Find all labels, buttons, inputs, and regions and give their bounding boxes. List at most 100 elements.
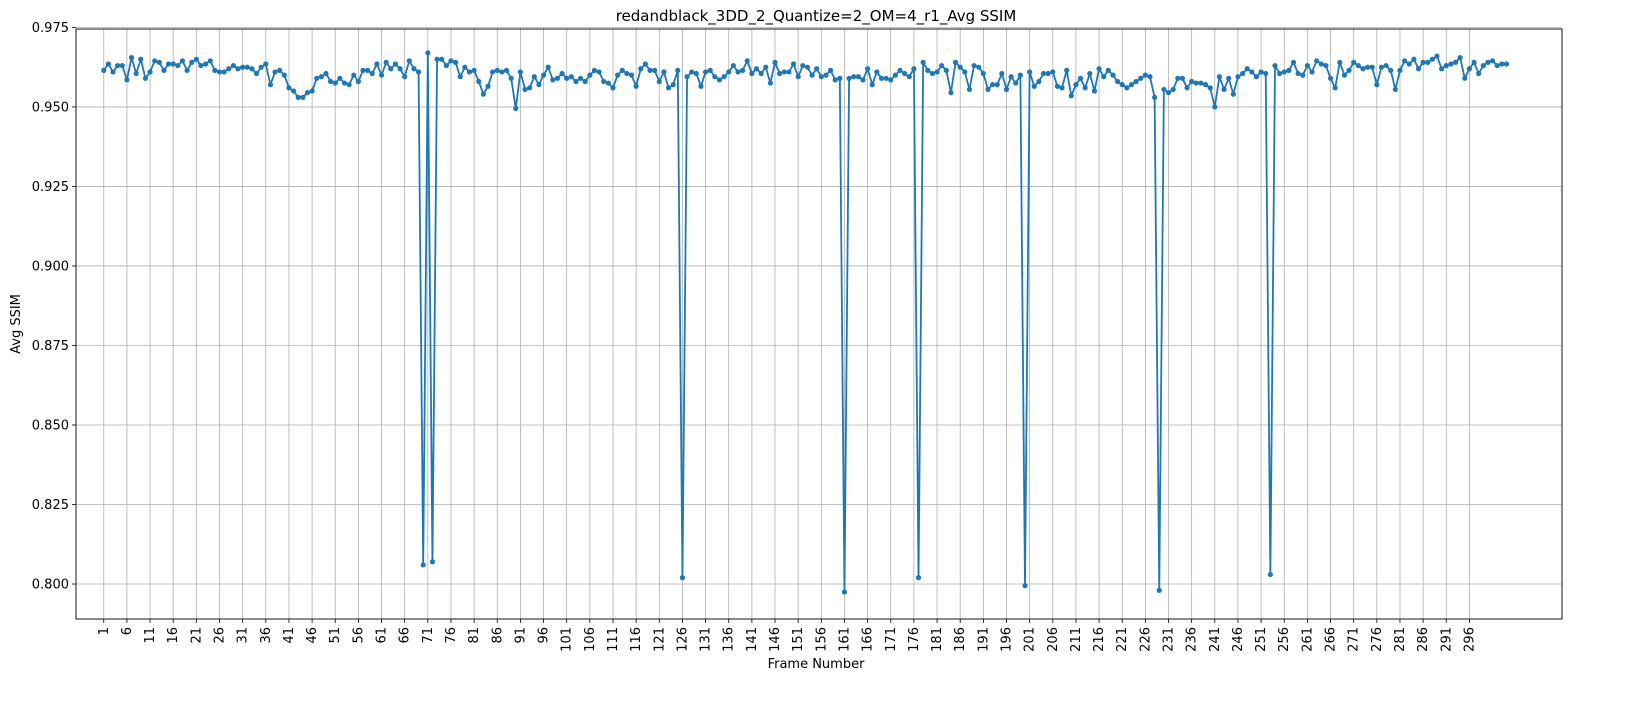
data-point: [351, 72, 357, 78]
data-point: [476, 78, 482, 85]
x-tick-label: 121: [652, 627, 667, 652]
data-point: [309, 88, 315, 94]
chart-title: redandblack_3DD_2_Quantize=2_OM=4_r1_Avg…: [616, 7, 1017, 26]
data-point: [1272, 62, 1278, 69]
data-point: [1119, 82, 1125, 88]
data-point: [258, 64, 264, 70]
data-point: [281, 72, 287, 78]
data-point: [1439, 66, 1445, 72]
data-point: [892, 72, 898, 78]
data-point: [1290, 59, 1297, 65]
data-point: [689, 69, 695, 75]
data-point: [161, 67, 167, 73]
data-point: [1110, 72, 1116, 78]
data-point: [1124, 85, 1130, 91]
data-point: [587, 72, 593, 78]
data-point: [730, 62, 736, 69]
data-point: [1309, 69, 1315, 75]
data-point: [508, 75, 514, 81]
x-tick-label: 146: [768, 627, 783, 652]
data-point: [420, 562, 426, 568]
data-point: [1332, 85, 1338, 91]
data-point: [615, 72, 621, 78]
data-point: [832, 77, 838, 83]
data-point: [1318, 61, 1324, 67]
data-point: [1073, 82, 1079, 88]
data-point: [406, 58, 412, 64]
data-point: [1360, 66, 1366, 72]
data-point: [1253, 74, 1260, 80]
data-point: [115, 62, 121, 69]
data-point: [1077, 75, 1084, 81]
data-point: [1425, 59, 1431, 65]
data-point: [777, 70, 783, 77]
data-point: [550, 77, 556, 83]
data-point: [212, 67, 218, 73]
data-point: [138, 56, 144, 62]
data-point: [540, 72, 547, 78]
data-point: [323, 70, 329, 77]
data-point: [383, 59, 389, 65]
data-point: [1239, 70, 1246, 77]
data-point: [328, 78, 334, 85]
data-point: [994, 82, 1000, 88]
data-point: [337, 75, 343, 81]
data-point: [1050, 69, 1056, 75]
data-point: [1036, 78, 1042, 85]
x-tick-label: 116: [629, 627, 644, 652]
data-point: [999, 70, 1005, 77]
data-point: [203, 61, 209, 67]
data-point: [1087, 70, 1093, 77]
y-axis: 0.800 0.825 0.850 0.875 0.900 0.925 0.950 0.975: [32, 21, 76, 593]
data-point: [702, 69, 709, 75]
data-point: [184, 67, 190, 73]
y-tick-label: 0.900: [32, 259, 69, 274]
data-point: [290, 88, 297, 94]
data-point: [300, 94, 306, 100]
grid-lines: [76, 27, 1562, 619]
data-point: [124, 77, 130, 83]
y-tick-label: 0.950: [32, 100, 69, 115]
data-point: [490, 69, 496, 75]
data-point: [1388, 67, 1394, 73]
data-point: [698, 83, 704, 89]
data-point: [110, 69, 116, 75]
data-point: [1226, 75, 1232, 81]
data-point: [827, 67, 834, 73]
data-point: [795, 74, 801, 80]
data-point: [1249, 69, 1255, 75]
data-point: [800, 62, 806, 69]
data-point: [1452, 59, 1459, 65]
data-point: [170, 61, 176, 67]
x-tick-label: 1: [97, 627, 112, 635]
x-tick-label: 156: [814, 627, 829, 652]
x-tick-label: 56: [351, 627, 366, 644]
data-point: [1101, 74, 1107, 80]
data-point: [1189, 78, 1195, 85]
data-point: [1346, 67, 1352, 73]
data-point: [1059, 85, 1065, 91]
data-point: [1383, 62, 1389, 69]
data-point: [402, 74, 408, 80]
data-point: [1198, 80, 1204, 86]
data-point: [1235, 74, 1241, 80]
data-point: [767, 80, 773, 86]
data-point: [453, 59, 459, 65]
data-point: [133, 70, 139, 77]
x-tick-label: 201: [1023, 627, 1038, 652]
data-point: [1216, 74, 1223, 80]
x-tick-label: 261: [1300, 627, 1315, 652]
data-point: [1374, 82, 1380, 88]
data-point: [591, 67, 598, 73]
data-point: [624, 70, 630, 77]
data-point: [1045, 70, 1051, 77]
data-point: [1466, 66, 1473, 72]
data-point: [1337, 59, 1343, 65]
data-point: [1027, 69, 1033, 75]
data-point: [957, 64, 963, 70]
data-point: [513, 105, 519, 112]
data-point: [1420, 59, 1426, 65]
data-point: [332, 80, 338, 86]
x-tick-label: 186: [953, 627, 968, 652]
data-point: [1457, 55, 1463, 61]
